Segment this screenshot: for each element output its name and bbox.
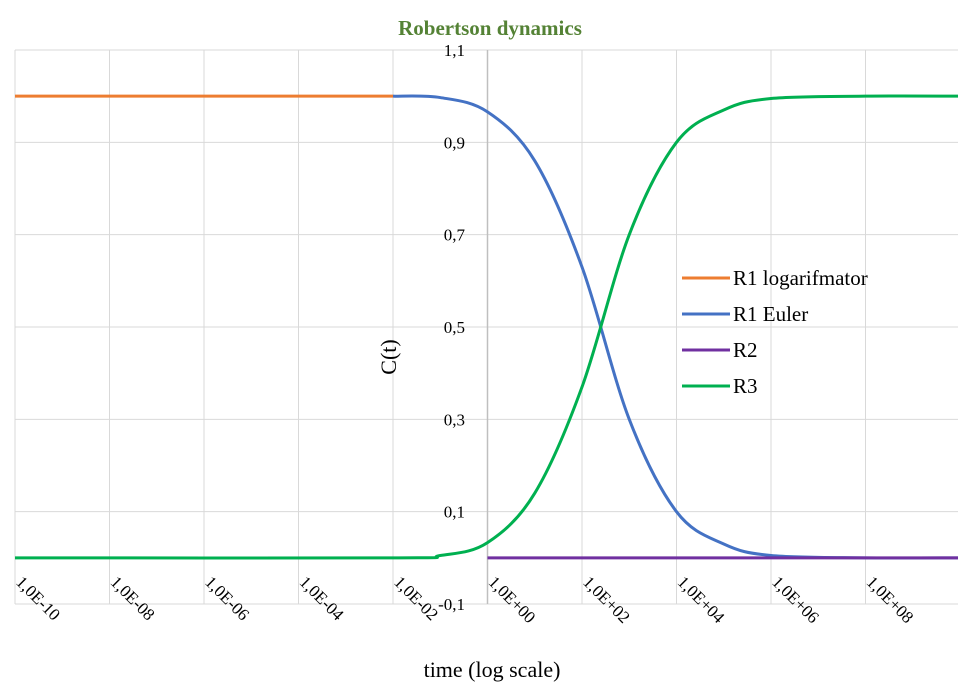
chart-title: Robertson dynamics xyxy=(398,16,582,40)
x-tick-label: 1,0E+08 xyxy=(863,572,918,627)
y-tick-label: 0,1 xyxy=(444,503,465,522)
legend-label-r1-logarifmator: R1 logarifmator xyxy=(733,266,868,290)
series-layer xyxy=(14,94,958,560)
x-tick-label: 1,0E-04 xyxy=(296,572,348,624)
x-tick-label: 1,0E+00 xyxy=(485,572,540,627)
legend-label-r1-euler: R1 Euler xyxy=(733,302,808,326)
y-tick-label: 1,1 xyxy=(444,41,465,60)
y-tick-label: 0,5 xyxy=(444,318,465,337)
y-tick-label: 0,9 xyxy=(444,133,465,152)
legend-label-r2: R2 xyxy=(733,338,758,362)
legend-label-r3: R3 xyxy=(733,374,758,398)
y-tick-label: 0,7 xyxy=(444,226,466,245)
x-tick-label: 1,0E-10 xyxy=(12,572,64,624)
x-tick-label: 1,0E+06 xyxy=(768,572,823,627)
y-axis-label: C(t) xyxy=(376,339,401,374)
grid xyxy=(14,49,958,605)
x-tick-label: 1,0E-06 xyxy=(201,572,253,624)
y-tick-label: -0,1 xyxy=(438,595,465,614)
x-tick-label: 1,0E+02 xyxy=(579,572,634,627)
y-tick-label: 0,3 xyxy=(444,410,465,429)
tick-labels: -0,1 0,1 0,3 0,5 0,7 0,9 1,1 1,0E-10 1,0E-08 1,0E… xyxy=(12,41,958,627)
x-tick-label: 1,0E-08 xyxy=(107,572,159,624)
series-line-r3 xyxy=(14,94,958,560)
x-tick-label: 1,0E-02 xyxy=(390,572,442,624)
x-tick-label: 1,0E+04 xyxy=(674,572,729,627)
x-axis-label: time (log scale) xyxy=(424,657,561,682)
legend: R1 logarifmator R1 Euler R2 R3 xyxy=(682,266,868,398)
